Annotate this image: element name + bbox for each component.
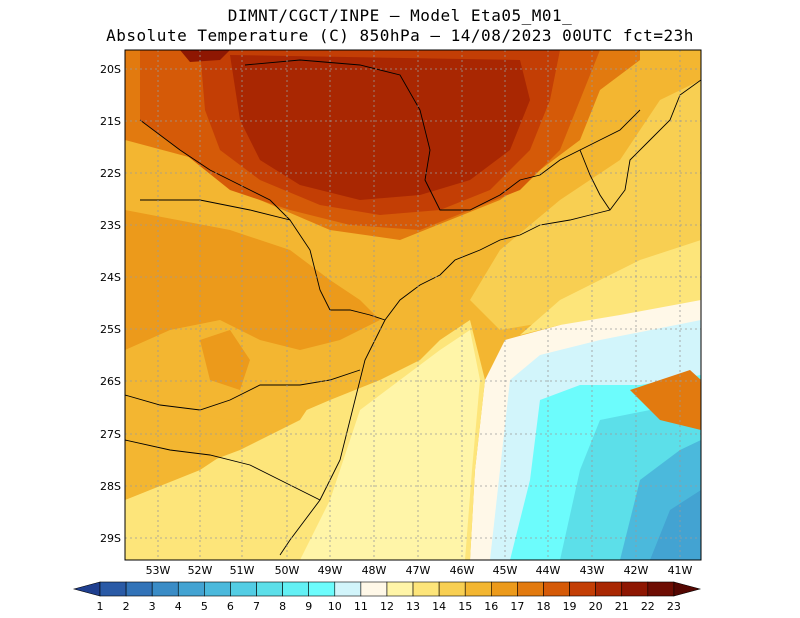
lon-labels: 53W 52W 51W 50W 49W 48W 47W 46W 45W 44W … — [146, 564, 693, 577]
colorbar-swatch — [412, 581, 440, 597]
colorbar-swatch — [517, 581, 544, 597]
colorbar-label: 9 — [305, 600, 312, 613]
colorbar-label: 5 — [201, 600, 208, 613]
lat-label: 20S — [100, 63, 121, 76]
colorbar-swatch — [464, 581, 492, 597]
land-warm-22 — [180, 50, 230, 62]
colorbar-label: 7 — [253, 600, 260, 613]
colorbar-label: 19 — [563, 600, 577, 613]
colorbar-swatch — [595, 581, 623, 597]
colorbar-label: 4 — [175, 600, 182, 613]
colorbar-arrow-high — [673, 581, 702, 597]
chart-title-line1: DIMNT/CGCT/INPE — Model Eta05_M01_ — [227, 6, 573, 25]
state-border-sp-pr — [140, 199, 386, 321]
state-border-ms — [139, 119, 291, 221]
lat-label: 22S — [100, 167, 121, 180]
lon-label: 50W — [275, 564, 300, 577]
colorbar-swatch — [360, 581, 388, 597]
colorbar-swatch — [543, 581, 570, 597]
lon-label: 46W — [450, 564, 475, 577]
west-orange-band — [125, 380, 320, 490]
colorbar-swatch — [491, 581, 518, 597]
colorbar-label: 8 — [279, 600, 286, 613]
colorbar-swatch — [438, 581, 466, 597]
colorbar-swatch — [256, 581, 283, 597]
state-border-rj — [579, 149, 611, 211]
lon-label: 49W — [318, 564, 343, 577]
ne-warm-strip-2 — [520, 240, 701, 335]
colorbar-swatch — [386, 581, 414, 597]
lat-label: 21S — [100, 115, 121, 128]
lon-label: 43W — [580, 564, 605, 577]
lon-label: 42W — [624, 564, 649, 577]
ocean-band-6 — [650, 490, 701, 560]
lon-label: 41W — [668, 564, 693, 577]
graticule — [125, 50, 701, 560]
coastline — [279, 79, 701, 556]
colorbar-label: 15 — [458, 600, 472, 613]
lon-label: 52W — [188, 564, 213, 577]
colorbar-swatch — [204, 581, 231, 597]
lat-label: 23S — [100, 219, 121, 232]
colorbar: 1 2 3 4 5 6 7 8 9 10 11 12 13 14 15 16 17 18 19 20 21 22 23 — [72, 581, 702, 613]
colorbar-label: 23 — [667, 600, 681, 613]
lon-label: 48W — [362, 564, 387, 577]
colorbar-label: 14 — [432, 600, 446, 613]
coast-pale-yellow — [300, 330, 480, 560]
colorbar-arrow-low — [72, 581, 101, 597]
colorbar-label: 18 — [536, 600, 550, 613]
colorbar-label: 13 — [406, 600, 420, 613]
colorbar-label: 3 — [149, 600, 156, 613]
colorbar-label: 2 — [123, 600, 130, 613]
colorbar-swatch — [334, 581, 362, 597]
colorbar-label: 20 — [589, 600, 603, 613]
colorbar-label: 17 — [510, 600, 524, 613]
colorbar-label: 6 — [227, 600, 234, 613]
colorbar-label: 10 — [328, 600, 342, 613]
colorbar-swatch — [151, 581, 179, 597]
lon-label: 53W — [146, 564, 171, 577]
field-layer — [125, 50, 701, 560]
state-border-sc-rs — [125, 439, 321, 501]
lat-label: 25S — [100, 323, 121, 336]
plot-frame — [124, 49, 702, 561]
land-warm-17 — [125, 210, 380, 350]
colorbar-swatch — [177, 581, 205, 597]
lat-label: 29S — [100, 532, 121, 545]
colorbar-swatch — [230, 581, 257, 597]
colorbar-swatch — [621, 581, 649, 597]
colorbar-label: 11 — [354, 600, 368, 613]
lat-labels: 20S 21S 22S 23S 24S 25S 26S 27S 28S 29S — [100, 63, 121, 545]
east-red-patch — [630, 370, 701, 430]
lon-label: 44W — [536, 564, 561, 577]
colorbar-swatch — [99, 581, 127, 597]
state-border-mg — [244, 59, 641, 211]
colorbar-label: 21 — [615, 600, 629, 613]
colorbar-swatch — [647, 581, 675, 597]
colorbar-swatch — [125, 581, 153, 597]
lat-label: 28S — [100, 480, 121, 493]
lat-label: 24S — [100, 271, 121, 284]
land-warm-21 — [230, 55, 530, 200]
colorbar-swatch — [282, 581, 309, 597]
lat-label: 26S — [100, 375, 121, 388]
lon-label: 51W — [230, 564, 255, 577]
colorbar-label: 22 — [641, 600, 655, 613]
colorbar-swatch — [569, 581, 596, 597]
sw-orange-patch — [200, 330, 250, 390]
colorbar-label: 16 — [484, 600, 498, 613]
lon-label: 45W — [493, 564, 518, 577]
colorbar-label: 1 — [97, 600, 104, 613]
colorbar-label: 12 — [380, 600, 394, 613]
lon-label: 47W — [406, 564, 431, 577]
lat-label: 27S — [100, 428, 121, 441]
colorbar-swatch — [308, 581, 336, 597]
chart-title-line2: Absolute Temperature (C) 850hPa — 14/08/… — [106, 26, 694, 45]
